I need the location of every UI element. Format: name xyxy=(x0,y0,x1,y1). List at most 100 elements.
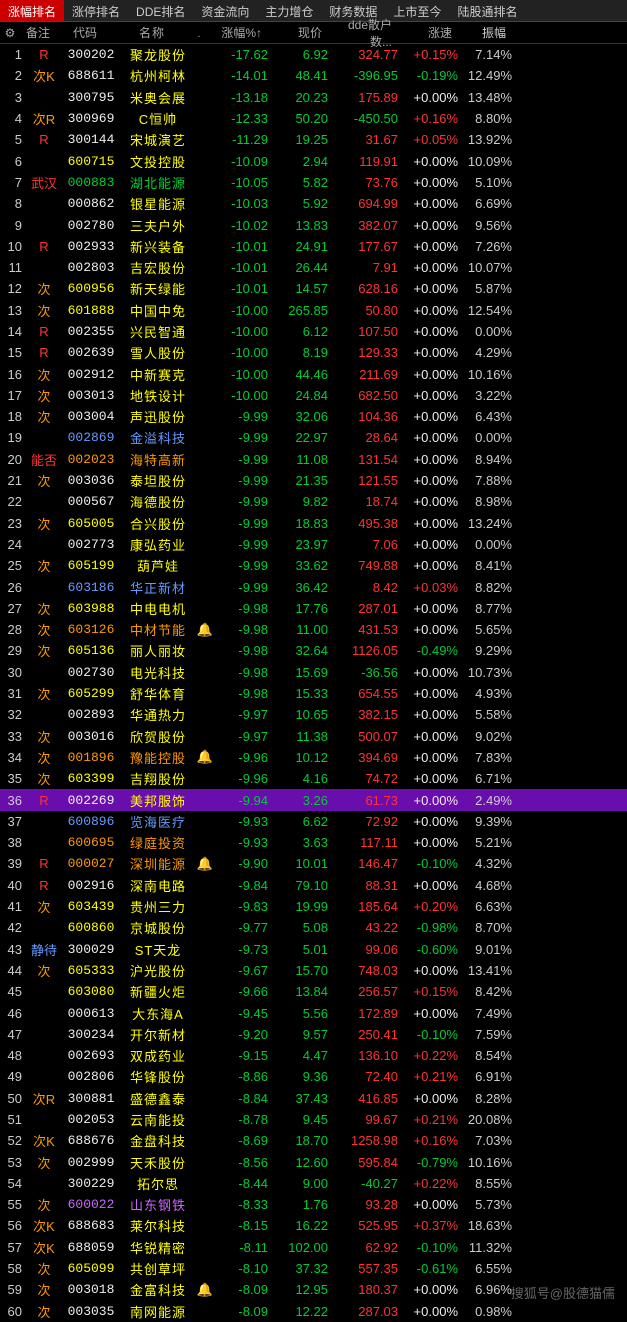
table-row[interactable]: 57次K688059华锐精密-8.11102.0062.92-0.10%11.3… xyxy=(0,1237,627,1258)
table-row[interactable]: 52次K688676金盘科技-8.6918.701258.98+0.16%7.0… xyxy=(0,1130,627,1151)
tab-7[interactable]: 陆股通排名 xyxy=(449,0,525,21)
row-dde: 119.91 xyxy=(334,154,404,169)
row-code: 300881 xyxy=(62,1091,120,1106)
table-row[interactable]: 44次605333沪光股份-9.6715.70748.03+0.00%13.41… xyxy=(0,960,627,981)
row-index: 16 xyxy=(0,367,26,382)
table-row[interactable]: 23次605005合兴股份-9.9918.83495.38+0.00%13.24… xyxy=(0,513,627,534)
row-index: 18 xyxy=(0,409,26,424)
table-row[interactable]: 46000613大东海A-9.455.56172.89+0.00%7.49% xyxy=(0,1002,627,1023)
table-row[interactable]: 11002803吉宏股份-10.0126.447.91+0.00%10.07% xyxy=(0,257,627,278)
table-row[interactable]: 34次001896豫能控股🔔-9.9610.12394.69+0.00%7.83… xyxy=(0,747,627,768)
table-row[interactable]: 12次600956新天绿能-10.0114.57628.16+0.00%5.87… xyxy=(0,278,627,299)
table-row[interactable]: 22000567海德股份-9.999.8218.74+0.00%8.98% xyxy=(0,491,627,512)
row-code: 000862 xyxy=(62,196,120,211)
table-row[interactable]: 3300795米奥会展-13.1820.23175.89+0.00%13.48% xyxy=(0,87,627,108)
table-row[interactable]: 4次R300969C恒帅-12.3350.20-450.50+0.16%8.80… xyxy=(0,108,627,129)
table-row[interactable]: 58次605099共创草坪-8.1037.32557.35-0.61%6.55% xyxy=(0,1258,627,1279)
tab-0[interactable]: 涨幅排名 xyxy=(0,0,64,21)
table-row[interactable]: 6600715文投控股-10.092.94119.91+0.00%10.09% xyxy=(0,150,627,171)
hdr-pct[interactable]: 涨幅%↑ xyxy=(208,24,268,41)
hdr-name[interactable]: 名称 xyxy=(114,24,190,41)
row-index: 58 xyxy=(0,1261,26,1276)
table-row[interactable]: 28次603126中材节能🔔-9.9811.00431.53+0.00%5.65… xyxy=(0,619,627,640)
row-spd: +0.15% xyxy=(404,47,462,62)
table-row[interactable]: 1R300202聚龙股份-17.626.92324.77+0.15%7.14% xyxy=(0,44,627,65)
row-name: 深南电路 xyxy=(120,876,196,895)
table-row[interactable]: 27次603988中电电机-9.9817.76287.01+0.00%8.77% xyxy=(0,598,627,619)
row-code: 603439 xyxy=(62,899,120,914)
table-row[interactable]: 40R002916深南电路-9.8479.1088.31+0.00%4.68% xyxy=(0,875,627,896)
table-row[interactable]: 37600896览海医疗-9.936.6272.92+0.00%9.39% xyxy=(0,811,627,832)
table-row[interactable]: 49002806华锋股份-8.869.3672.40+0.21%6.91% xyxy=(0,1066,627,1087)
table-row[interactable]: 21次003036泰坦股份-9.9921.35121.55+0.00%7.88% xyxy=(0,470,627,491)
tab-1[interactable]: 涨停排名 xyxy=(64,0,128,21)
table-row[interactable]: 31次605299舒华体育-9.9815.33654.55+0.00%4.93% xyxy=(0,683,627,704)
table-row[interactable]: 33次003016欣贺股份-9.9711.38500.07+0.00%9.02% xyxy=(0,726,627,747)
table-row[interactable]: 7武汉000883湖北能源-10.055.8273.76+0.00%5.10% xyxy=(0,172,627,193)
table-row[interactable]: 25次605199葫芦娃-9.9933.62749.88+0.00%8.41% xyxy=(0,555,627,576)
table-row[interactable]: 18次003004声迅股份-9.9932.06104.36+0.00%6.43% xyxy=(0,406,627,427)
table-row[interactable]: 5R300144宋城演艺-11.2919.2531.67+0.05%13.92% xyxy=(0,129,627,150)
hdr-spd[interactable]: 涨速 xyxy=(398,24,456,41)
table-row[interactable]: 16次002912中新赛克-10.0044.46211.69+0.00%10.1… xyxy=(0,363,627,384)
table-row[interactable]: 30002730电光科技-9.9815.69-36.56+0.00%10.73% xyxy=(0,662,627,683)
row-note: 次 xyxy=(26,897,62,916)
table-row[interactable]: 55次600022山东钢铁-8.331.7693.28+0.00%5.73% xyxy=(0,1194,627,1215)
table-row[interactable]: 38600695绿庭投资-9.933.63117.11+0.00%5.21% xyxy=(0,832,627,853)
table-row[interactable]: 36R002269美邦服饰-9.943.2661.73+0.00%2.49% xyxy=(0,789,627,810)
row-spd: +0.00% xyxy=(404,430,462,445)
table-row[interactable]: 29次605136丽人丽妆-9.9832.641126.05-0.49%9.29… xyxy=(0,640,627,661)
table-row[interactable]: 8000862银星能源-10.035.92694.99+0.00%6.69% xyxy=(0,193,627,214)
table-row[interactable]: 24002773康弘药业-9.9923.977.06+0.00%0.00% xyxy=(0,534,627,555)
row-code: 002023 xyxy=(62,452,120,467)
row-dde: 495.38 xyxy=(334,516,404,531)
table-row[interactable]: 10R002933新兴装备-10.0124.91177.67+0.00%7.26… xyxy=(0,236,627,257)
row-name: 合兴股份 xyxy=(120,514,196,533)
row-dde: 99.67 xyxy=(334,1112,404,1127)
table-row[interactable]: 20能否002023海特高新-9.9911.08131.54+0.00%8.94… xyxy=(0,449,627,470)
row-name: 聚龙股份 xyxy=(120,45,196,64)
tab-2[interactable]: DDE排名 xyxy=(128,0,193,21)
row-spd: +0.00% xyxy=(404,303,462,318)
table-row[interactable]: 19002869金溢科技-9.9922.9728.64+0.00%0.00% xyxy=(0,427,627,448)
table-row[interactable]: 32002893华通热力-9.9710.65382.15+0.00%5.58% xyxy=(0,704,627,725)
row-note: R xyxy=(26,324,62,339)
hdr-note[interactable]: 备注 xyxy=(20,24,56,41)
settings-icon[interactable]: ⚙ xyxy=(0,26,20,40)
table-row[interactable]: 17次003013地铁设计-10.0024.84682.50+0.00%3.22… xyxy=(0,385,627,406)
tab-3[interactable]: 资金流向 xyxy=(193,0,257,21)
table-row[interactable]: 41次603439贵州三力-9.8319.99185.64+0.20%6.63% xyxy=(0,896,627,917)
table-row[interactable]: 42600860京城股份-9.775.0843.22-0.98%8.70% xyxy=(0,917,627,938)
table-row[interactable]: 35次603399吉翔股份-9.964.1674.72+0.00%6.71% xyxy=(0,768,627,789)
table-row[interactable]: 9002780三夫户外-10.0213.83382.07+0.00%9.56% xyxy=(0,214,627,235)
hdr-price[interactable]: 现价 xyxy=(268,24,328,41)
tab-4[interactable]: 主力增仓 xyxy=(257,0,321,21)
table-row[interactable]: 48002693双成药业-9.154.47136.10+0.22%8.54% xyxy=(0,1045,627,1066)
table-row[interactable]: 47300234开尔新材-9.209.57250.41-0.10%7.59% xyxy=(0,1024,627,1045)
row-index: 50 xyxy=(0,1091,26,1106)
table-row[interactable]: 43静待300029ST天龙-9.735.0199.06-0.60%9.01% xyxy=(0,938,627,959)
row-name: 南网能源 xyxy=(120,1302,196,1321)
row-amp: 8.98% xyxy=(462,494,518,509)
table-row[interactable]: 53次002999天禾股份-8.5612.60595.84-0.79%10.16… xyxy=(0,1151,627,1172)
row-amp: 9.01% xyxy=(462,942,518,957)
table-row[interactable]: 51002053云南能投-8.789.4599.67+0.21%20.08% xyxy=(0,1109,627,1130)
hdr-dde[interactable]: dde散户数... xyxy=(328,16,398,50)
row-pct: -8.09 xyxy=(214,1282,274,1297)
table-row[interactable]: 14R002355兴民智通-10.006.12107.50+0.00%0.00% xyxy=(0,321,627,342)
table-row[interactable]: 26603186华正新材-9.9936.428.42+0.03%8.82% xyxy=(0,576,627,597)
table-row[interactable]: 54300229拓尔思-8.449.00-40.27+0.22%8.55% xyxy=(0,1173,627,1194)
row-spd: +0.22% xyxy=(404,1176,462,1191)
table-row[interactable]: 2次K688611杭州柯林-14.0148.41-396.95-0.19%12.… xyxy=(0,65,627,86)
table-row[interactable]: 60次003035南网能源-8.0912.22287.03+0.00%0.98% xyxy=(0,1301,627,1322)
hdr-code[interactable]: 代码 xyxy=(56,24,114,41)
table-row[interactable]: 45603080新疆火炬-9.6613.84256.57+0.15%8.42% xyxy=(0,981,627,1002)
table-row[interactable]: 39R000027深圳能源🔔-9.9010.01146.47-0.10%4.32… xyxy=(0,853,627,874)
table-row[interactable]: 50次R300881盛德鑫泰-8.8437.43416.85+0.00%8.28… xyxy=(0,1088,627,1109)
hdr-amp[interactable]: 振幅 xyxy=(456,24,512,41)
table-row[interactable]: 15R002639雪人股份-10.008.19129.33+0.00%4.29% xyxy=(0,342,627,363)
table-row[interactable]: 13次601888中国中免-10.00265.8550.80+0.00%12.5… xyxy=(0,300,627,321)
row-code: 003016 xyxy=(62,729,120,744)
table-row[interactable]: 56次K688683莱尔科技-8.1516.22525.95+0.37%18.6… xyxy=(0,1215,627,1236)
row-name: 开尔新材 xyxy=(120,1025,196,1044)
